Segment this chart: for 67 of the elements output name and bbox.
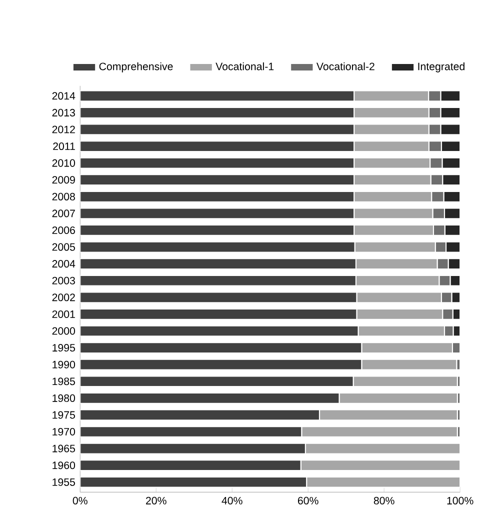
- y-tick-label: 1985: [52, 378, 75, 386]
- bar: [80, 224, 355, 236]
- bar: [353, 174, 432, 186]
- bar: [80, 190, 355, 202]
- bar: [353, 90, 430, 102]
- bar: [361, 358, 458, 370]
- y-tick-label: 2007: [52, 210, 75, 218]
- bar: [80, 392, 340, 404]
- y-tick-label: 2014: [52, 92, 76, 100]
- y-tick-label: 2000: [52, 327, 75, 335]
- bar: [80, 476, 308, 488]
- y-tick-label: 1980: [52, 394, 75, 402]
- y-tick-label: 1970: [52, 428, 75, 436]
- bar: [80, 308, 358, 320]
- bar: [80, 106, 355, 118]
- bar: [80, 292, 358, 304]
- bar: [80, 274, 356, 286]
- bar: [355, 274, 440, 286]
- bar: [338, 392, 458, 404]
- bar: [353, 190, 432, 202]
- legend-label: Vocational-1: [216, 62, 274, 70]
- bar: [80, 358, 362, 370]
- bar: [355, 258, 438, 270]
- x-tick-label: 0%: [72, 496, 88, 504]
- legend-label: Comprehensive: [99, 62, 173, 72]
- bar: [353, 140, 430, 152]
- legend-label: Integrated: [418, 62, 464, 72]
- y-tick-label: 2012: [52, 126, 75, 134]
- bar: [80, 426, 302, 438]
- bar: [352, 376, 458, 388]
- y-tick-label: 1955: [52, 478, 75, 486]
- y-tick-label: 2010: [52, 159, 75, 167]
- bar: [353, 224, 434, 236]
- y-tick-label: 1990: [52, 360, 75, 368]
- bar: [80, 376, 354, 388]
- bar: [353, 106, 430, 118]
- y-tick-label: 2005: [52, 243, 75, 251]
- bar: [80, 258, 356, 270]
- y-tick-label: 2008: [52, 192, 75, 200]
- x-tick-label: 40%: [222, 496, 242, 504]
- y-tick-label: 1960: [52, 462, 75, 470]
- bar: [80, 174, 355, 186]
- bar: [301, 426, 458, 438]
- y-tick-label: 1995: [52, 344, 75, 352]
- y-tick-label: 2004: [52, 260, 76, 268]
- y-tick-label: 2006: [52, 226, 75, 234]
- y-tick-label: 2009: [52, 176, 75, 184]
- y-tick-label: 2002: [52, 294, 75, 302]
- y-tick-label: 2011: [53, 142, 75, 150]
- legend-label: Vocational-2: [316, 62, 374, 70]
- y-tick-label: 2013: [52, 108, 75, 116]
- x-tick-label: 60%: [298, 496, 318, 504]
- bar: [356, 308, 444, 320]
- bar: [80, 140, 355, 152]
- bar: [80, 90, 355, 102]
- x-tick-label: 20%: [146, 496, 166, 504]
- bar: [356, 292, 442, 304]
- bar: [361, 342, 453, 354]
- x-tick-label: 100%: [447, 496, 474, 504]
- y-tick-label: 1965: [52, 444, 75, 452]
- bar: [80, 342, 362, 354]
- bar: [80, 460, 302, 472]
- x-tick-label: 80%: [374, 496, 394, 504]
- y-tick-label: 2001: [52, 310, 75, 318]
- y-tick-label: 1975: [52, 411, 75, 419]
- y-tick-label: 2003: [52, 276, 75, 284]
- bar: [300, 460, 460, 472]
